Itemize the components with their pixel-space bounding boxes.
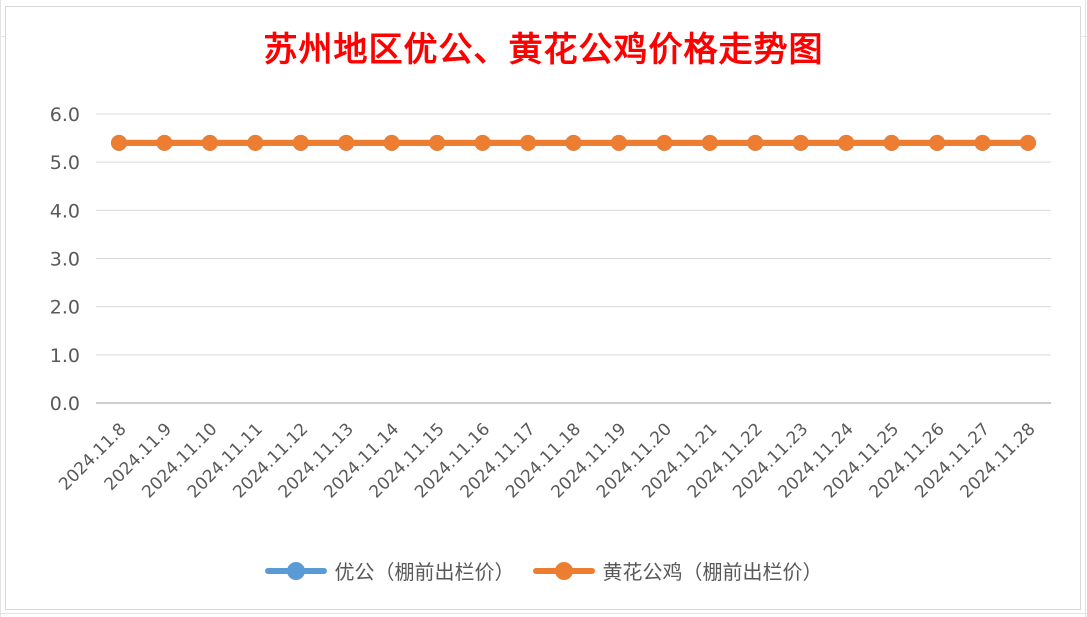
legend: 优公（棚前出栏价） 黄花公鸡（棚前出栏价） [0,556,1087,585]
x-axis-ticks: 2024.11.82024.11.92024.11.102024.11.1120… [55,419,1039,502]
legend-label-series-2: 黄花公鸡（棚前出栏价） [602,560,823,584]
data-point[interactable] [1020,134,1036,151]
y-tick-label: 5.0 [50,152,80,174]
y-tick-label: 2.0 [50,297,80,319]
data-point[interactable] [974,134,991,151]
chart-area[interactable] [5,6,1081,610]
y-tick-label: 0.0 [50,393,80,415]
data-point[interactable] [247,134,264,151]
data-point[interactable] [201,134,218,151]
data-point[interactable] [656,134,673,151]
data-point[interactable] [929,134,946,151]
data-point[interactable] [883,134,900,151]
data-point[interactable] [701,134,718,151]
data-point[interactable] [610,134,627,151]
sheet-gridline [0,0,1,617]
data-point[interactable] [520,134,537,151]
gridlines [96,113,1051,404]
legend-swatch-series-1 [264,561,327,580]
series-layer [111,134,1036,151]
y-axis-ticks: 0.0 1.0 2.0 3.0 4.0 5.0 6.0 [50,104,80,415]
chart-title: 苏州地区优公、黄花公鸡价格走势图 [263,30,824,70]
data-point[interactable] [111,134,127,151]
series-2 [111,134,1036,151]
data-point[interactable] [156,134,173,151]
legend-item-series-2[interactable]: 黄花公鸡（棚前出栏价） [532,556,823,585]
data-point[interactable] [474,134,491,151]
y-tick-label: 4.0 [50,200,80,222]
data-point[interactable] [383,134,400,151]
data-point[interactable] [838,134,855,151]
y-tick-label: 6.0 [50,104,80,126]
legend-swatch-series-2 [532,561,595,580]
data-point[interactable] [565,134,582,151]
legend-label-series-1: 优公（棚前出栏价） [334,560,515,584]
data-point[interactable] [747,134,764,151]
y-tick-label: 3.0 [50,249,80,271]
y-tick-label: 1.0 [50,345,80,367]
sheet-gridline [0,613,1087,614]
data-point[interactable] [792,134,809,151]
data-point[interactable] [292,134,309,151]
data-point[interactable] [429,134,446,151]
data-point[interactable] [338,134,355,151]
legend-item-series-1[interactable]: 优公（棚前出栏价） [264,556,515,585]
sheet-gridline [1085,0,1086,617]
